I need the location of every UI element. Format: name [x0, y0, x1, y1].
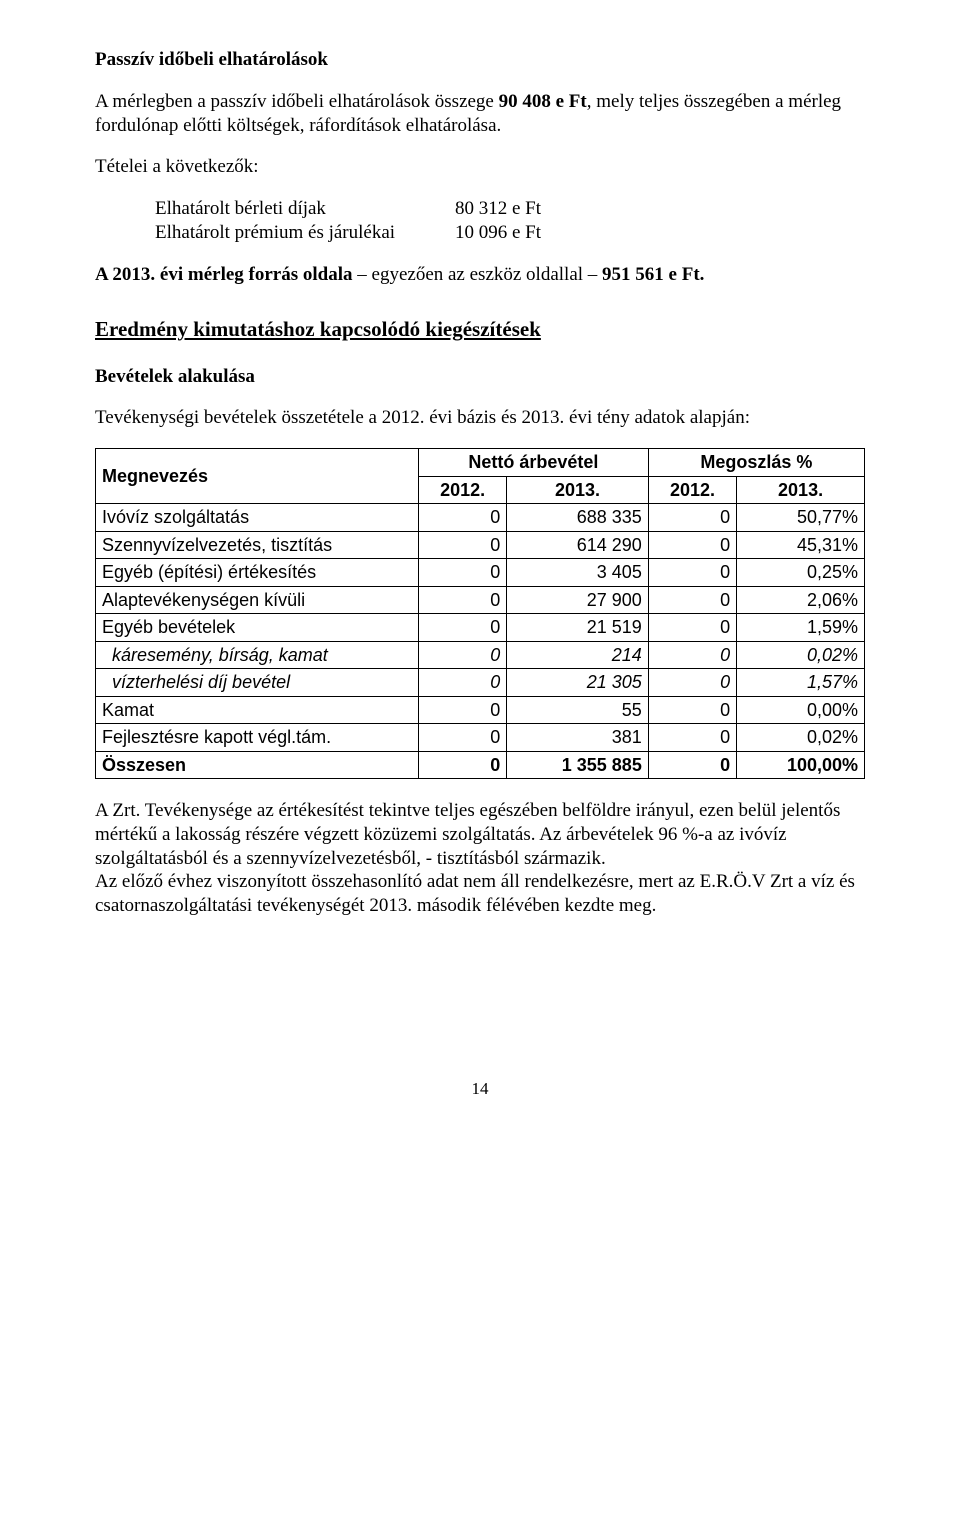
table-cell: 1 355 885 — [507, 751, 649, 779]
th-y3: 2012. — [648, 476, 736, 504]
table-cell: káresemény, bírság, kamat — [96, 641, 419, 669]
page-number: 14 — [95, 1078, 865, 1099]
table-cell: 0 — [648, 751, 736, 779]
table-cell: Alaptevékenységen kívüli — [96, 586, 419, 614]
table-cell: 0 — [418, 751, 506, 779]
line-2-label: Elhatárolt prémium és járulékai — [155, 221, 455, 245]
table-cell: Összesen — [96, 751, 419, 779]
table-cell: 55 — [507, 696, 649, 724]
table-cell: 0 — [418, 669, 506, 697]
table-row: Szennyvízelvezetés, tisztítás0614 290045… — [96, 531, 865, 559]
table-cell: Ivóvíz szolgáltatás — [96, 504, 419, 532]
table-cell: Kamat — [96, 696, 419, 724]
table-cell: 0,02% — [737, 641, 865, 669]
table-cell: 0,02% — [737, 724, 865, 752]
p1-part-a: A mérlegben a passzív időbeli elhatárolá… — [95, 91, 499, 112]
mid-heading-a: A 2013. évi mérleg forrás oldala — [95, 264, 357, 285]
table-row: Ivóvíz szolgáltatás0688 335050,77% — [96, 504, 865, 532]
table-cell: 0 — [418, 586, 506, 614]
p1-part-b: 90 408 e Ft — [499, 91, 587, 112]
indent-lines: Elhatárolt bérleti díjak 80 312 e Ft Elh… — [155, 197, 865, 245]
paragraph-2: Tételei a következők: — [95, 155, 865, 179]
table-cell: 0 — [418, 559, 506, 587]
revenue-table: Megnevezés Nettó árbevétel Megoszlás % 2… — [95, 448, 865, 779]
table-cell: 50,77% — [737, 504, 865, 532]
table-cell: 45,31% — [737, 531, 865, 559]
table-cell: 0 — [648, 614, 736, 642]
table-cell: 614 290 — [507, 531, 649, 559]
table-cell: 0 — [648, 531, 736, 559]
table-cell: 27 900 — [507, 586, 649, 614]
table-row: Fejlesztésre kapott végl.tám.038100,02% — [96, 724, 865, 752]
table-cell: Fejlesztésre kapott végl.tám. — [96, 724, 419, 752]
table-cell: 2,06% — [737, 586, 865, 614]
mid-heading-b: – egyezően az eszköz oldallal – — [357, 264, 602, 285]
th-y1: 2012. — [418, 476, 506, 504]
th-group-1: Nettó árbevétel — [418, 449, 648, 477]
table-cell: 0 — [418, 641, 506, 669]
heading-passive: Passzív időbeli elhatárolások — [95, 48, 865, 72]
table-cell: 1,59% — [737, 614, 865, 642]
table-row: Egyéb (építési) értékesítés03 40500,25% — [96, 559, 865, 587]
table-cell: 0 — [418, 696, 506, 724]
table-cell: 0 — [648, 559, 736, 587]
table-cell: 0 — [648, 586, 736, 614]
table-cell: 0 — [648, 504, 736, 532]
table-cell: vízterhelési díj bevétel — [96, 669, 419, 697]
table-head-row-1: Megnevezés Nettó árbevétel Megoszlás % — [96, 449, 865, 477]
table-row: káresemény, bírság, kamat021400,02% — [96, 641, 865, 669]
table-cell: 0 — [648, 669, 736, 697]
table-row: Alaptevékenységen kívüli027 90002,06% — [96, 586, 865, 614]
table-cell: 0 — [648, 641, 736, 669]
table-cell: 21 519 — [507, 614, 649, 642]
table-cell: 214 — [507, 641, 649, 669]
table-cell: 3 405 — [507, 559, 649, 587]
table-cell: 0,00% — [737, 696, 865, 724]
line-2-value: 10 096 e Ft — [455, 221, 865, 245]
line-1-value: 80 312 e Ft — [455, 197, 865, 221]
table-cell: 0 — [418, 614, 506, 642]
table-cell: 0 — [418, 531, 506, 559]
line-2: Elhatárolt prémium és járulékai 10 096 e… — [155, 221, 865, 245]
table-cell: Szennyvízelvezetés, tisztítás — [96, 531, 419, 559]
table-cell: 100,00% — [737, 751, 865, 779]
table-cell: 0 — [648, 696, 736, 724]
result-heading: Eredmény kimutatáshoz kapcsolódó kiegész… — [95, 316, 865, 342]
table-cell: 21 305 — [507, 669, 649, 697]
paragraph-1: A mérlegben a passzív időbeli elhatárolá… — [95, 90, 865, 138]
th-name: Megnevezés — [96, 449, 419, 504]
sub-heading: Bevételek alakulása — [95, 365, 865, 389]
table-cell: 381 — [507, 724, 649, 752]
table-cell: 0 — [418, 724, 506, 752]
table-cell: Egyéb (építési) értékesítés — [96, 559, 419, 587]
mid-heading: A 2013. évi mérleg forrás oldala – egyez… — [95, 263, 865, 287]
table-row: Kamat05500,00% — [96, 696, 865, 724]
th-group-2: Megoszlás % — [648, 449, 864, 477]
paragraph-3: Tevékenységi bevételek összetétele a 201… — [95, 406, 865, 430]
table-cell: 0 — [648, 724, 736, 752]
th-y4: 2013. — [737, 476, 865, 504]
table-cell: 0 — [418, 504, 506, 532]
table-cell: Egyéb bevételek — [96, 614, 419, 642]
table-row: Összesen01 355 8850100,00% — [96, 751, 865, 779]
table-cell: 688 335 — [507, 504, 649, 532]
th-y2: 2013. — [507, 476, 649, 504]
table-row: vízterhelési díj bevétel021 30501,57% — [96, 669, 865, 697]
line-1-label: Elhatárolt bérleti díjak — [155, 197, 455, 221]
paragraph-5: Az előző évhez viszonyított összehasonlí… — [95, 870, 865, 918]
table-cell: 0,25% — [737, 559, 865, 587]
table-cell: 1,57% — [737, 669, 865, 697]
mid-heading-c: 951 561 e Ft. — [602, 264, 704, 285]
table-row: Egyéb bevételek021 51901,59% — [96, 614, 865, 642]
paragraph-4: A Zrt. Tevékenysége az értékesítést teki… — [95, 799, 865, 870]
line-1: Elhatárolt bérleti díjak 80 312 e Ft — [155, 197, 865, 221]
